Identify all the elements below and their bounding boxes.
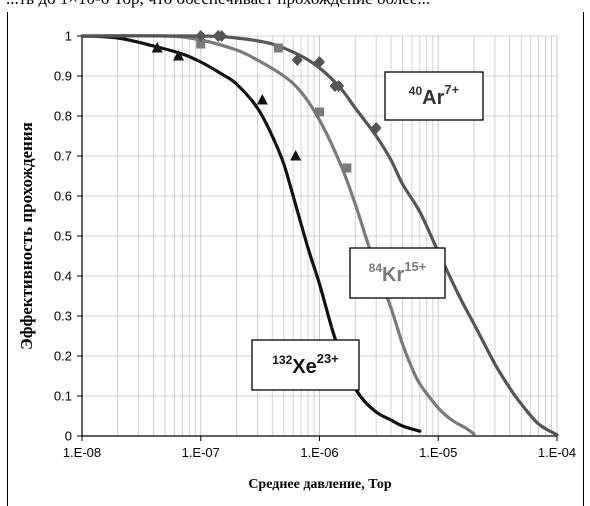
- marker-kr-square: [342, 163, 352, 173]
- curve-ar: [80, 34, 559, 437]
- marker-ar-diamond: [314, 56, 325, 68]
- x-tick-labels: 1.E-08 1.E-07 1.E-06 1.E-05 1.E-04: [63, 436, 576, 460]
- marker-ar-diamond: [195, 30, 207, 42]
- series-label-kr-mass: 84: [369, 261, 383, 275]
- series-points: [151, 30, 382, 173]
- marker-ar-diamond: [291, 54, 303, 66]
- y-tick-label: 0.3: [54, 309, 72, 324]
- series-label-xe: 132Xe23+: [251, 339, 360, 391]
- marker-xe-triangle: [173, 50, 185, 61]
- curve-xe: [80, 34, 422, 433]
- frame-left-border: [7, 12, 8, 506]
- series-label-ar: 40Ar7+: [384, 71, 484, 121]
- x-tick-label: 1.E-06: [300, 445, 338, 460]
- x-tick-label: 1.E-05: [419, 445, 457, 460]
- series-labels: 132Xe23+ 84Kr15+ 40Ar7+: [251, 71, 484, 391]
- marker-kr-square: [196, 39, 206, 49]
- y-tick-label: 0.9: [54, 69, 72, 84]
- series-label-ar-box: [384, 71, 484, 121]
- y-tick-label: 0: [65, 429, 72, 444]
- series-label-kr-charge: 15+: [404, 259, 426, 274]
- preceding-text-line: ...тв до 1×10-6 Тор, что обеспечивает пр…: [6, 0, 586, 9]
- series-label-xe-charge: 23+: [317, 351, 339, 366]
- x-tick-label: 1.E-04: [538, 445, 576, 460]
- series-label-kr-box: [349, 247, 446, 299]
- series-label-xe-mass: 132: [272, 353, 292, 367]
- y-tick-label: 0.7: [54, 149, 72, 164]
- marker-kr-square: [273, 43, 283, 53]
- y-tick-label: 1: [65, 29, 72, 44]
- series-label-kr-text: 84Kr15+: [369, 259, 427, 286]
- series-label-xe-box: [251, 339, 360, 391]
- marker-ar-diamond: [216, 30, 228, 42]
- y-tick-label: 0.8: [54, 109, 72, 124]
- y-tick-label: 0.4: [54, 269, 72, 284]
- y-tick-label: 0.1: [54, 389, 72, 404]
- x-tick-label: 1.E-07: [182, 445, 220, 460]
- series-label-ar-charge: 7+: [444, 82, 459, 97]
- x-axis-title: Среднее давление, Тор: [248, 477, 392, 492]
- marker-xe-triangle: [151, 42, 163, 53]
- marker-kr-square: [315, 107, 324, 117]
- series-label-ar-element: Ar: [422, 87, 444, 109]
- x-tick-label: 1.E-08: [63, 445, 101, 460]
- series-curves: [80, 34, 559, 437]
- marker-xe-triangle: [256, 94, 268, 105]
- series-label-xe-text: 132Xe23+: [272, 351, 339, 378]
- series-label-ar-text: 40Ar7+: [409, 82, 460, 109]
- marker-xe-triangle: [290, 150, 302, 161]
- y-tick-label: 0.2: [54, 349, 72, 364]
- marker-ar-diamond: [370, 122, 382, 134]
- series-label-xe-element: Xe: [292, 356, 316, 378]
- marker-ar-diamond: [333, 80, 345, 92]
- curve-kr: [80, 34, 476, 436]
- y-tick-label: 0.5: [54, 229, 72, 244]
- y-tick-labels: 0 0.1 0.2 0.3 0.4 0.5 0.6 0.7 0.8 0.9 1: [54, 29, 82, 444]
- series-label-kr-element: Kr: [382, 264, 404, 286]
- series-label-ar-mass: 40: [409, 84, 423, 98]
- y-axis-title: Эффективность прохождения: [17, 122, 36, 350]
- series-label-kr: 84Kr15+: [349, 247, 446, 299]
- y-tick-label: 0.6: [54, 189, 72, 204]
- frame-right-border: [583, 12, 584, 506]
